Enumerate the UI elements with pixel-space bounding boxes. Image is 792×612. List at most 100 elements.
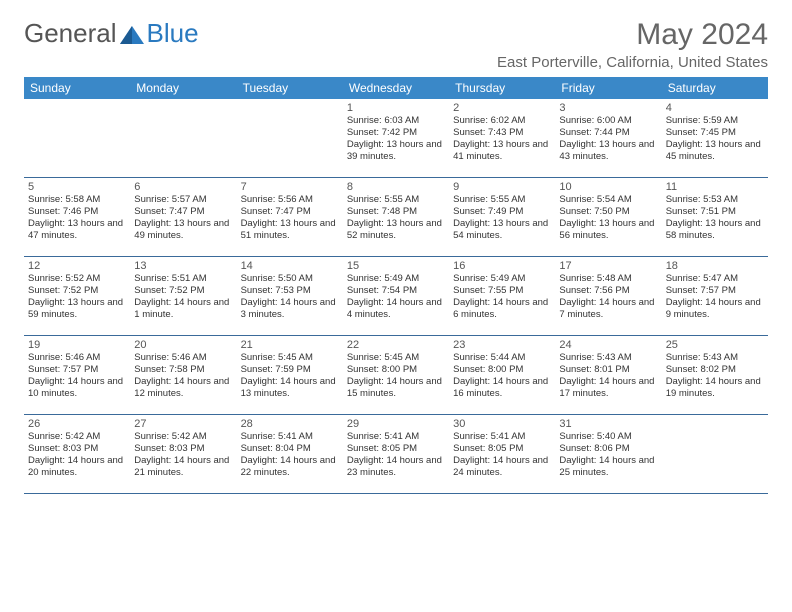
daylight-text: Daylight: 14 hours and 25 minutes. <box>559 455 657 479</box>
day-info: Sunrise: 5:51 AMSunset: 7:52 PMDaylight:… <box>134 273 232 321</box>
day-headers-row: SundayMondayTuesdayWednesdayThursdayFrid… <box>24 77 768 99</box>
calendar-cell: 30Sunrise: 5:41 AMSunset: 8:05 PMDayligh… <box>449 415 555 493</box>
calendar-cell: 10Sunrise: 5:54 AMSunset: 7:50 PMDayligh… <box>555 178 661 256</box>
day-info: Sunrise: 5:45 AMSunset: 8:00 PMDaylight:… <box>347 352 445 400</box>
daylight-text: Daylight: 13 hours and 54 minutes. <box>453 218 551 242</box>
day-number: 19 <box>28 339 126 351</box>
sunset-text: Sunset: 7:50 PM <box>559 206 657 218</box>
day-number: 27 <box>134 418 232 430</box>
calendar-cell <box>662 415 768 493</box>
day-header: Friday <box>555 77 661 99</box>
sunrise-text: Sunrise: 5:41 AM <box>347 431 445 443</box>
day-info: Sunrise: 5:55 AMSunset: 7:49 PMDaylight:… <box>453 194 551 242</box>
day-header: Wednesday <box>343 77 449 99</box>
day-info: Sunrise: 5:42 AMSunset: 8:03 PMDaylight:… <box>134 431 232 479</box>
day-number: 16 <box>453 260 551 272</box>
location-subtitle: East Porterville, California, United Sta… <box>497 54 768 71</box>
calendar-cell: 1Sunrise: 6:03 AMSunset: 7:42 PMDaylight… <box>343 99 449 177</box>
calendar-cell: 4Sunrise: 5:59 AMSunset: 7:45 PMDaylight… <box>662 99 768 177</box>
day-number: 28 <box>241 418 339 430</box>
day-number: 12 <box>28 260 126 272</box>
day-number: 17 <box>559 260 657 272</box>
day-number: 6 <box>134 181 232 193</box>
sunrise-text: Sunrise: 5:58 AM <box>28 194 126 206</box>
daylight-text: Daylight: 13 hours and 45 minutes. <box>666 139 764 163</box>
calendar-cell: 23Sunrise: 5:44 AMSunset: 8:00 PMDayligh… <box>449 336 555 414</box>
calendar-cell: 28Sunrise: 5:41 AMSunset: 8:04 PMDayligh… <box>237 415 343 493</box>
day-header: Thursday <box>449 77 555 99</box>
calendar-cell <box>237 99 343 177</box>
day-info: Sunrise: 5:49 AMSunset: 7:54 PMDaylight:… <box>347 273 445 321</box>
calendar-cell <box>24 99 130 177</box>
day-info: Sunrise: 5:55 AMSunset: 7:48 PMDaylight:… <box>347 194 445 242</box>
calendar-cell: 5Sunrise: 5:58 AMSunset: 7:46 PMDaylight… <box>24 178 130 256</box>
day-number: 25 <box>666 339 764 351</box>
sunrise-text: Sunrise: 5:42 AM <box>28 431 126 443</box>
title-block: May 2024 East Porterville, California, U… <box>497 18 768 71</box>
day-header: Tuesday <box>237 77 343 99</box>
logo-text-general: General <box>24 18 117 49</box>
daylight-text: Daylight: 14 hours and 17 minutes. <box>559 376 657 400</box>
day-info: Sunrise: 5:42 AMSunset: 8:03 PMDaylight:… <box>28 431 126 479</box>
sunset-text: Sunset: 7:54 PM <box>347 285 445 297</box>
sunrise-text: Sunrise: 5:45 AM <box>241 352 339 364</box>
calendar-cell: 16Sunrise: 5:49 AMSunset: 7:55 PMDayligh… <box>449 257 555 335</box>
sunrise-text: Sunrise: 5:43 AM <box>666 352 764 364</box>
sunrise-text: Sunrise: 5:41 AM <box>453 431 551 443</box>
calendar-cell: 21Sunrise: 5:45 AMSunset: 7:59 PMDayligh… <box>237 336 343 414</box>
sunrise-text: Sunrise: 5:50 AM <box>241 273 339 285</box>
day-info: Sunrise: 6:02 AMSunset: 7:43 PMDaylight:… <box>453 115 551 163</box>
sunrise-text: Sunrise: 5:57 AM <box>134 194 232 206</box>
sunrise-text: Sunrise: 5:55 AM <box>453 194 551 206</box>
day-number: 5 <box>28 181 126 193</box>
sunset-text: Sunset: 8:04 PM <box>241 443 339 455</box>
sunrise-text: Sunrise: 5:47 AM <box>666 273 764 285</box>
sunset-text: Sunset: 7:57 PM <box>666 285 764 297</box>
day-info: Sunrise: 5:49 AMSunset: 7:55 PMDaylight:… <box>453 273 551 321</box>
sunrise-text: Sunrise: 6:03 AM <box>347 115 445 127</box>
calendar-week: 5Sunrise: 5:58 AMSunset: 7:46 PMDaylight… <box>24 178 768 257</box>
sunrise-text: Sunrise: 5:41 AM <box>241 431 339 443</box>
day-number: 24 <box>559 339 657 351</box>
day-header: Saturday <box>662 77 768 99</box>
day-info: Sunrise: 5:41 AMSunset: 8:05 PMDaylight:… <box>347 431 445 479</box>
day-info: Sunrise: 5:56 AMSunset: 7:47 PMDaylight:… <box>241 194 339 242</box>
calendar-cell: 13Sunrise: 5:51 AMSunset: 7:52 PMDayligh… <box>130 257 236 335</box>
calendar-cell: 2Sunrise: 6:02 AMSunset: 7:43 PMDaylight… <box>449 99 555 177</box>
calendar-cell: 6Sunrise: 5:57 AMSunset: 7:47 PMDaylight… <box>130 178 236 256</box>
day-number: 3 <box>559 102 657 114</box>
daylight-text: Daylight: 14 hours and 1 minute. <box>134 297 232 321</box>
calendar-cell: 19Sunrise: 5:46 AMSunset: 7:57 PMDayligh… <box>24 336 130 414</box>
day-info: Sunrise: 5:52 AMSunset: 7:52 PMDaylight:… <box>28 273 126 321</box>
daylight-text: Daylight: 14 hours and 15 minutes. <box>347 376 445 400</box>
sunset-text: Sunset: 7:47 PM <box>241 206 339 218</box>
day-header: Sunday <box>24 77 130 99</box>
day-info: Sunrise: 5:54 AMSunset: 7:50 PMDaylight:… <box>559 194 657 242</box>
daylight-text: Daylight: 13 hours and 47 minutes. <box>28 218 126 242</box>
sunrise-text: Sunrise: 5:43 AM <box>559 352 657 364</box>
sunrise-text: Sunrise: 5:42 AM <box>134 431 232 443</box>
daylight-text: Daylight: 13 hours and 58 minutes. <box>666 218 764 242</box>
calendar-cell: 11Sunrise: 5:53 AMSunset: 7:51 PMDayligh… <box>662 178 768 256</box>
day-info: Sunrise: 5:40 AMSunset: 8:06 PMDaylight:… <box>559 431 657 479</box>
calendar-cell <box>130 99 236 177</box>
day-info: Sunrise: 5:45 AMSunset: 7:59 PMDaylight:… <box>241 352 339 400</box>
daylight-text: Daylight: 13 hours and 59 minutes. <box>28 297 126 321</box>
day-number: 10 <box>559 181 657 193</box>
daylight-text: Daylight: 14 hours and 22 minutes. <box>241 455 339 479</box>
day-number: 14 <box>241 260 339 272</box>
calendar: SundayMondayTuesdayWednesdayThursdayFrid… <box>24 77 768 494</box>
daylight-text: Daylight: 14 hours and 13 minutes. <box>241 376 339 400</box>
sunrise-text: Sunrise: 5:52 AM <box>28 273 126 285</box>
day-number: 1 <box>347 102 445 114</box>
day-number: 30 <box>453 418 551 430</box>
day-info: Sunrise: 5:46 AMSunset: 7:58 PMDaylight:… <box>134 352 232 400</box>
sunset-text: Sunset: 7:51 PM <box>666 206 764 218</box>
sunset-text: Sunset: 8:05 PM <box>347 443 445 455</box>
calendar-cell: 14Sunrise: 5:50 AMSunset: 7:53 PMDayligh… <box>237 257 343 335</box>
day-info: Sunrise: 5:41 AMSunset: 8:05 PMDaylight:… <box>453 431 551 479</box>
day-number: 13 <box>134 260 232 272</box>
day-number: 29 <box>347 418 445 430</box>
sunrise-text: Sunrise: 5:40 AM <box>559 431 657 443</box>
page-header: General Blue May 2024 East Porterville, … <box>24 18 768 71</box>
